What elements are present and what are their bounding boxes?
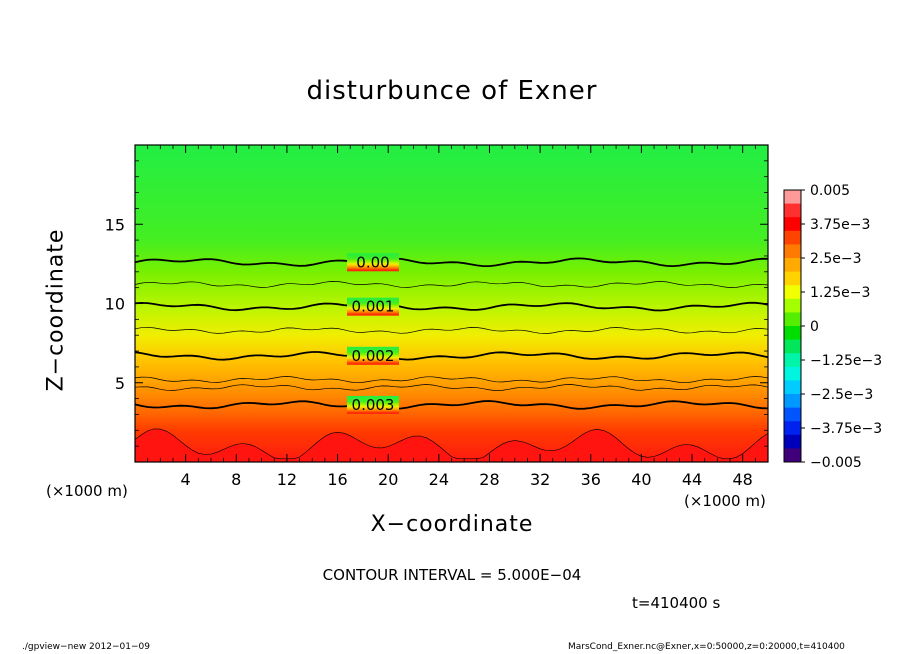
- footer-right: MarsCond_Exner.nc@Exner,x=0:50000,z=0:20…: [568, 642, 845, 652]
- contour-interval-text: CONTOUR INTERVAL = 5.000E−04: [322, 566, 582, 584]
- colorbar-swatch: [784, 190, 801, 204]
- contour-line: [134, 257, 768, 268]
- time-label: t=410400 s: [632, 594, 721, 612]
- contour-label-bg: [347, 395, 400, 414]
- colorbar-swatch: [784, 258, 801, 272]
- colorbar-label: 2.5e−3: [810, 251, 862, 267]
- colorbar-swatch: [784, 244, 801, 259]
- thin-contour-line: [134, 326, 769, 334]
- colorbar-label: 1.25e−3: [810, 285, 870, 301]
- y-tick-label: 10: [105, 295, 125, 314]
- colorbar-swatch: [784, 421, 801, 436]
- colorbar-swatch: [784, 285, 801, 300]
- footer-left: ./gpview−new 2012−01−09: [22, 642, 150, 652]
- x-tick-label: 32: [530, 470, 550, 489]
- x-tick-label: 12: [277, 470, 297, 489]
- x-axis-unit-left: (×1000 m): [46, 482, 128, 500]
- x-tick-label: 24: [429, 470, 449, 489]
- x-tick-label: 44: [682, 470, 702, 489]
- contour-line: [134, 301, 769, 312]
- contour-label-bg: [347, 346, 400, 365]
- colorbar-label: 3.75e−3: [810, 217, 870, 233]
- colorbar-label: −2.5e−3: [810, 387, 873, 403]
- colorbar-label: −1.25e−3: [810, 353, 882, 369]
- x-tick-label: 4: [181, 470, 191, 489]
- y-tick-label: 5: [115, 374, 125, 393]
- x-tick-label: 28: [479, 470, 499, 489]
- colorbar-label: 0.005: [810, 183, 850, 199]
- thin-contour-line: [134, 376, 769, 384]
- bottom-maxima-region: [134, 428, 769, 463]
- thin-contour-line: [134, 281, 769, 288]
- colorbar-label: −0.005: [810, 455, 862, 471]
- colorbar-swatch: [784, 271, 801, 286]
- field-fill: [135, 145, 768, 462]
- colorbar-swatch: [784, 434, 801, 449]
- x-tick-label: 8: [231, 470, 241, 489]
- colorbar-swatch: [784, 339, 801, 354]
- colorbar-swatch: [784, 326, 801, 340]
- thin-contour-line: [134, 384, 769, 391]
- contour-line: [134, 351, 769, 361]
- contour-label: 0.002: [352, 347, 395, 365]
- colorbar-swatch: [784, 203, 801, 218]
- colorbar-swatch: [784, 366, 801, 381]
- x-tick-label: 20: [378, 470, 398, 489]
- colorbar-swatch: [784, 298, 801, 313]
- colorbar-swatch: [784, 230, 801, 245]
- contour-label-bg: [347, 253, 400, 272]
- colorbar-swatch: [784, 217, 801, 232]
- colorbar-swatch: [784, 380, 801, 395]
- contour-label: 0.001: [352, 298, 395, 316]
- y-tick-label: 15: [105, 215, 125, 234]
- x-axis-label: X−coordinate: [370, 512, 534, 537]
- colorbar-label: −3.75e−3: [810, 421, 882, 437]
- x-tick-label: 36: [581, 470, 601, 489]
- colorbar-label: 0: [810, 319, 819, 335]
- colorbar-swatch: [784, 448, 801, 463]
- chart-title: disturbunce of Exner: [306, 76, 598, 106]
- colorbar-swatch: [784, 312, 801, 327]
- contour-label: 0.003: [352, 396, 395, 414]
- contour-label-bg: [347, 297, 400, 316]
- contour-label: 0.00: [356, 253, 389, 271]
- x-tick-label: 16: [327, 470, 347, 489]
- contour-line: [134, 400, 769, 410]
- x-tick-label: 40: [631, 470, 651, 489]
- x-axis-unit-right: (×1000 m): [684, 492, 766, 510]
- x-tick-label: 48: [733, 470, 753, 489]
- colorbar-swatch: [784, 407, 801, 422]
- colorbar-swatch: [784, 353, 801, 368]
- colorbar-swatch: [784, 394, 801, 408]
